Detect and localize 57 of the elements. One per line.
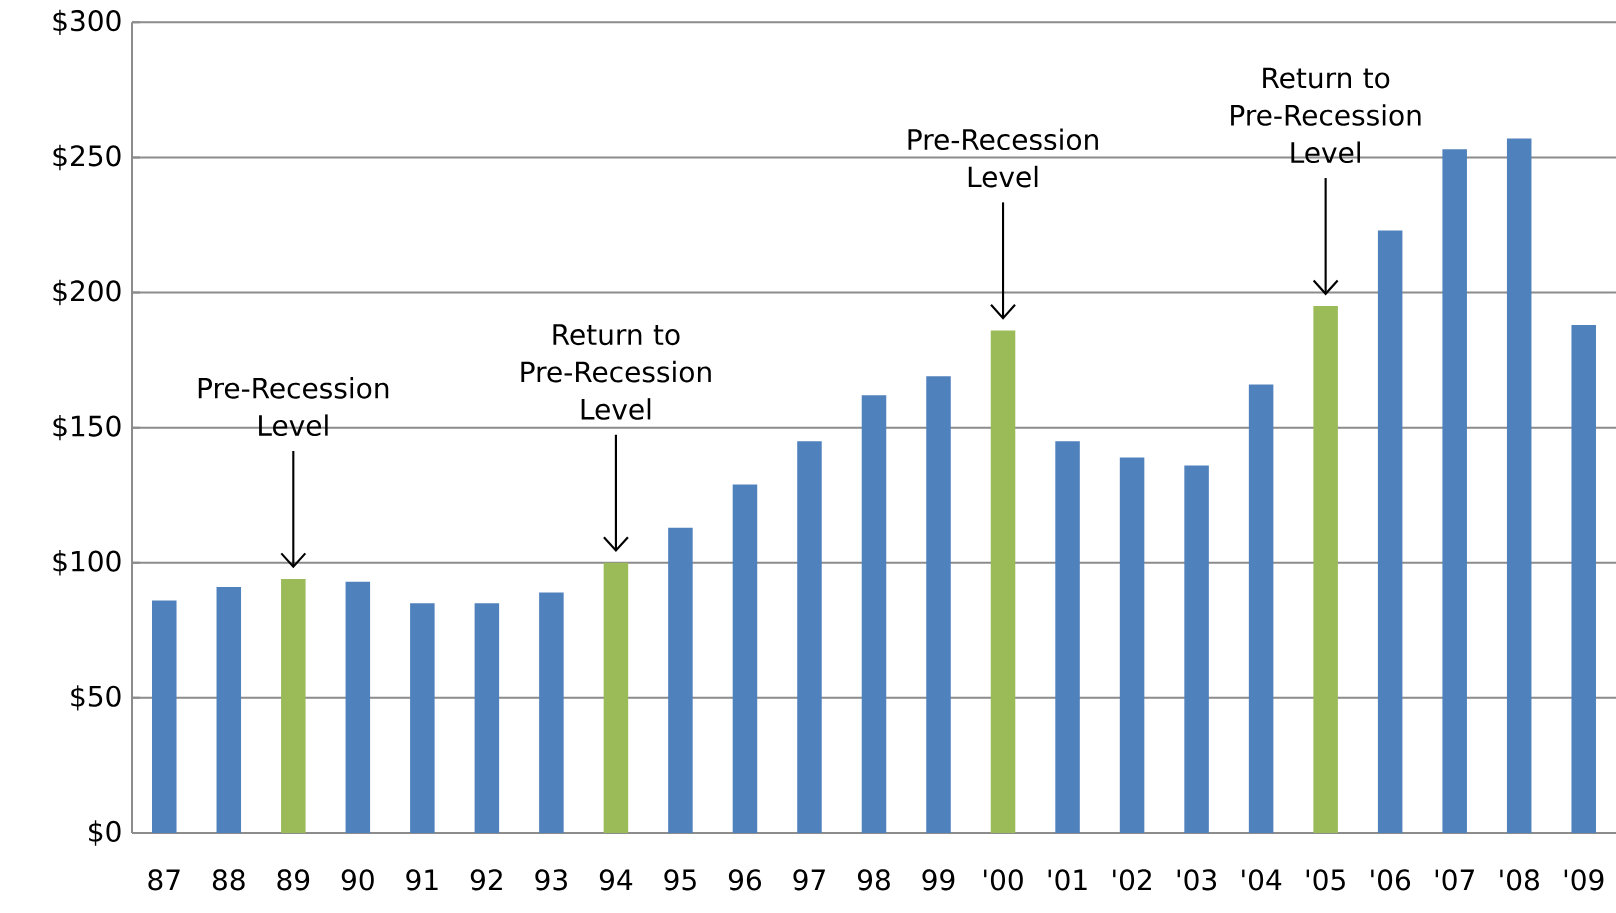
bar [1055,441,1080,833]
bar [539,592,564,833]
annotation: Return to Pre-Recession Level [521,324,711,420]
x-tick-label: 95 [664,869,696,891]
bar [345,581,371,833]
annotation: Pre-Recession Level [198,377,389,437]
bar [732,484,758,833]
x-tick-label: '01 [1048,869,1087,891]
bar [603,562,629,833]
bar [152,600,177,833]
y-tick-label: $200 [53,279,121,306]
x-tick-label: 91 [406,869,438,891]
bar [861,395,887,833]
x-tick-label: '07 [1435,869,1474,891]
x-tick-label: '00 [984,869,1023,891]
y-tick-label: $100 [53,550,121,576]
x-tick-label: 92 [470,869,502,891]
y-tick-label: $300 [53,9,121,36]
x-tick-label: 97 [793,869,825,891]
bar [668,527,693,833]
x-tick-label: 88 [212,869,245,891]
bar [281,578,306,833]
x-tick-label: '06 [1371,869,1411,891]
bar [926,376,951,833]
bar [797,441,822,833]
y-tick-label: $250 [53,144,121,171]
x-tick-label: 93 [535,869,567,891]
bar [1119,457,1145,833]
x-tick-label: 87 [148,869,180,891]
bar [990,330,1016,833]
x-tick-label: '04 [1242,869,1282,891]
y-tick-label: $50 [71,685,121,711]
annotation: Pre-Recession Level [908,128,1098,188]
bar [216,587,242,833]
x-tick-label: 89 [277,869,310,891]
bar [1442,149,1467,833]
y-tick-label: $150 [53,414,121,441]
x-tick-label: 90 [341,869,374,891]
bar [1377,230,1403,833]
x-tick-label: '02 [1113,869,1151,891]
bar [410,603,435,833]
bar [1248,384,1274,833]
bar [1184,465,1209,833]
bar [474,603,500,833]
bar [1506,138,1532,833]
x-tick-label: '09 [1564,869,1604,891]
x-tick-label: 94 [599,869,633,891]
y-tick-label: $0 [89,820,121,846]
annotation: Return to Pre-Recession Level [1231,67,1421,164]
bar [1313,306,1338,833]
x-tick-label: 98 [857,869,890,891]
bar [1571,324,1596,833]
x-tick-label: '03 [1177,869,1217,891]
x-tick-label: 99 [922,869,955,891]
x-tick-label: '05 [1306,869,1345,891]
x-tick-label: '08 [1500,869,1539,891]
x-tick-label: 96 [728,869,762,891]
